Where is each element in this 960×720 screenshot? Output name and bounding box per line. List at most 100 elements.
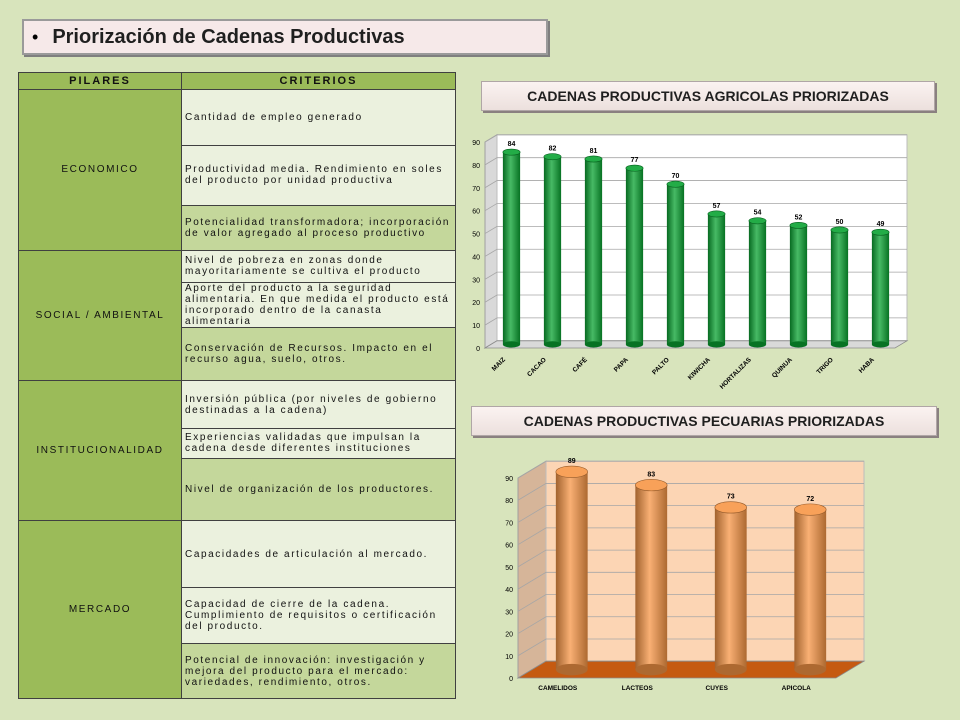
bar-base (830, 341, 849, 348)
x-tick-label: APICOLA (782, 685, 812, 692)
bar-base (748, 341, 767, 348)
bar-top (584, 155, 603, 163)
criterion-cell: Nivel de pobreza en zonas donde mayorita… (181, 249, 456, 283)
bar-top (748, 217, 767, 225)
bar-top (635, 479, 668, 492)
x-tick-label: CAFÉ (570, 355, 589, 374)
criterion-cell: Conservación de Recursos. Impacto en el … (181, 327, 456, 381)
livestock-bar-chart: 0 10 20 30 40 50 60 70 80 90 89 CAMELIDOS 83 LACTEOS 7… (505, 458, 866, 692)
y-tick-label: 20 (505, 632, 513, 639)
bar-top (714, 501, 747, 514)
chart-floor (516, 660, 866, 679)
gridline (484, 248, 907, 257)
y-tick-label: 40 (472, 254, 480, 261)
pillar-mercado: MERCADO (18, 520, 182, 699)
bar-base (635, 663, 668, 676)
data-label: 49 (877, 221, 885, 228)
gridline (517, 549, 864, 568)
y-tick-label: 10 (505, 654, 513, 661)
gridline (484, 134, 907, 143)
gridline (517, 527, 864, 546)
bar-base (794, 663, 827, 676)
criterion-cell: Capacidades de articulación al mercado. (181, 520, 456, 588)
criterion-cell: Aporte del producto a la seguridad alime… (181, 281, 456, 329)
gridline (484, 317, 907, 326)
pillar-economico: ECONOMICO (18, 89, 182, 251)
x-tick-label: QUINUA (771, 356, 794, 379)
x-tick-label: CACAO (526, 356, 548, 378)
table-row: SOCIAL / AMBIENTAL Nivel de pobreza en z… (18, 249, 456, 381)
gridline (484, 180, 907, 189)
data-label: 89 (568, 458, 576, 465)
bar (707, 213, 726, 345)
table-row: Capacidad de cierre de la cadena. Cumpli… (19, 586, 456, 645)
bar-top (794, 503, 827, 516)
bar (555, 471, 588, 670)
data-label: 84 (508, 141, 516, 148)
chart-side-wall (484, 133, 498, 349)
x-tick-label: KIWICHA (687, 356, 712, 381)
gridline (517, 616, 864, 634)
bar-base (625, 341, 644, 348)
x-tick-label: HABA (858, 356, 876, 374)
chart-side-wall (517, 460, 547, 679)
x-tick-label: CUYES (706, 685, 729, 692)
table-row: Nivel de organización de los productores… (19, 457, 456, 522)
table-row: ECONOMICO Cantidad de empleo generado (18, 89, 456, 251)
x-tick-label: PALTO (651, 356, 671, 376)
livestock-chart-title: CADENAS PRODUCTIVAS PECUARIAS PRIORIZADA… (471, 406, 937, 436)
table-header-row: PILARES CRITERIOS (18, 71, 456, 91)
bar-base (555, 663, 588, 676)
y-tick-label: 30 (505, 609, 513, 616)
bar (871, 232, 890, 345)
gridline (484, 294, 907, 303)
bar-top (871, 228, 890, 236)
criterion-cell: Capacidad de cierre de la cadena. Cumpli… (181, 586, 456, 645)
x-tick-label: LACTEOS (622, 685, 654, 692)
bar (666, 184, 685, 345)
bar-top (543, 153, 562, 161)
bar-top (707, 210, 726, 218)
x-tick-label: PAPA (613, 356, 630, 373)
criterion-cell: Cantidad de empleo generado (181, 89, 456, 146)
bar-top (502, 148, 521, 156)
data-label: 82 (549, 146, 557, 153)
bar (714, 507, 747, 670)
title-bullet: • (32, 26, 39, 47)
y-tick-label: 60 (472, 209, 480, 216)
table-row: Productividad media. Rendimiento en sole… (19, 144, 456, 207)
data-label: 57 (713, 203, 721, 210)
data-label: 50 (836, 219, 844, 226)
bar (502, 152, 521, 345)
pillar-institucionalidad: INSTITUCIONALIDAD (18, 379, 182, 522)
bar (789, 225, 808, 345)
bar (625, 168, 644, 345)
agricultural-bar-chart: 0 10 20 30 40 50 60 70 80 90 84 MAIZ 82 CACAO 81 CAFÉ 77… (472, 133, 909, 390)
bar (830, 229, 849, 345)
gridline (517, 460, 864, 479)
pillar-social-ambiental: SOCIAL / AMBIENTAL (18, 249, 182, 381)
y-tick-label: 60 (505, 543, 513, 550)
data-label: 54 (754, 210, 762, 217)
y-tick-label: 0 (509, 676, 513, 683)
data-label: 81 (590, 148, 598, 155)
slide-title: Priorización de Cadenas Productivas (52, 25, 405, 48)
bar-base (502, 341, 521, 348)
y-tick-label: 30 (472, 277, 480, 284)
bar-top (789, 221, 808, 229)
bar-top (555, 465, 588, 478)
bar-top (830, 226, 849, 234)
criterion-cell: Potencialidad transformadora; incorporac… (181, 205, 456, 251)
x-tick-label: CAMELIDOS (538, 685, 578, 692)
x-tick-label: TRIGO (815, 356, 835, 376)
criterion-cell: Productividad media. Rendimiento en sole… (181, 144, 456, 207)
y-tick-label: 70 (472, 186, 480, 193)
gridline (484, 271, 907, 280)
bar-base (871, 341, 890, 348)
y-tick-label: 50 (505, 565, 513, 572)
table-row: Experiencias validadas que impulsan la c… (19, 428, 456, 459)
bar-base (789, 341, 808, 348)
bar (635, 485, 668, 670)
bar-base (714, 663, 747, 676)
table-row: Potencial de innovación: investigación y… (19, 643, 456, 699)
